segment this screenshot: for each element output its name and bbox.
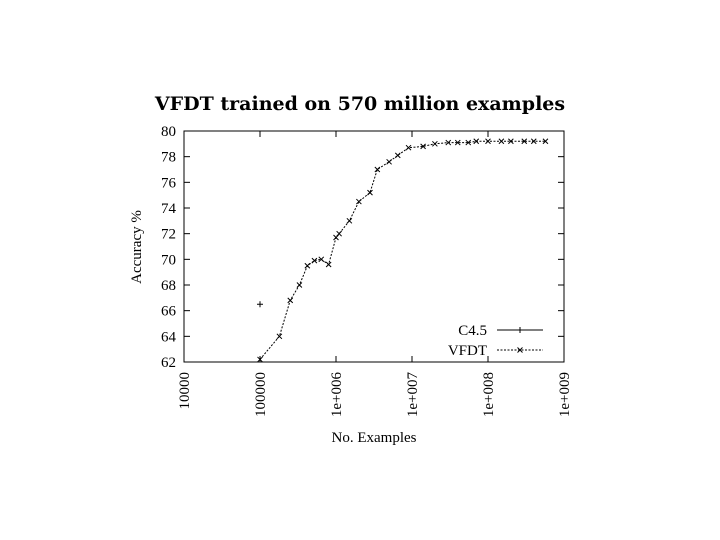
data-point-vfdt [465, 139, 472, 146]
data-point-vfdt [485, 138, 491, 145]
y-tick-label: 62 [161, 355, 176, 371]
y-tick-label: 70 [161, 252, 176, 268]
data-point-vfdt [374, 166, 381, 173]
data-point-c4-5 [257, 301, 263, 308]
x-tick-label: 100000 [253, 372, 269, 417]
data-point-vfdt [287, 297, 294, 304]
data-point-vfdt [473, 138, 480, 145]
data-point-vfdt [445, 139, 452, 146]
data-point-vfdt [386, 158, 392, 165]
y-tick-label: 68 [161, 278, 176, 294]
legend-marker-vfdt [517, 347, 523, 353]
y-tick-label: 80 [161, 124, 176, 140]
chart-title: VFDT trained on 570 million examples [154, 93, 565, 115]
y-tick-label: 66 [161, 304, 177, 320]
x-tick-label: 10000 [177, 372, 193, 410]
data-point-vfdt [521, 138, 528, 145]
data-point-vfdt [356, 198, 362, 205]
data-point-vfdt [498, 138, 505, 145]
data-point-vfdt [318, 256, 325, 263]
data-point-vfdt [304, 262, 311, 269]
data-point-vfdt [296, 282, 303, 288]
legend-label-vfdt: VFDT [448, 343, 487, 359]
data-point-vfdt [346, 217, 353, 224]
x-tick-label: 1e+008 [481, 372, 497, 417]
y-tick-label: 74 [161, 201, 177, 217]
data-point-vfdt [325, 261, 332, 268]
y-tick-label: 64 [161, 329, 177, 345]
data-point-vfdt [542, 138, 549, 145]
data-point-vfdt [432, 140, 438, 147]
x-tick-label: 1e+006 [329, 372, 345, 418]
x-tick-label: 1e+009 [557, 372, 573, 417]
x-tick-label: 1e+007 [405, 372, 421, 418]
series-c4-5 [257, 301, 263, 308]
x-axis: 10000 100000 1e+006 1e+007 1e+008 1e+009 [177, 131, 573, 417]
series-vfdt [257, 138, 549, 363]
y-tick-label: 72 [161, 227, 176, 243]
data-point-vfdt [454, 139, 461, 146]
y-axis-label: Accuracy % [129, 210, 145, 284]
data-point-vfdt [311, 257, 318, 264]
plot-frame [183, 130, 565, 363]
legend: C4.5 VFDT [448, 323, 543, 359]
y-axis: 62 64 66 68 70 72 74 76 78 80 [161, 124, 564, 371]
data-point-vfdt [405, 144, 412, 151]
y-tick-label: 76 [161, 175, 177, 191]
legend-label-c4-5: C4.5 [458, 323, 487, 339]
series-line-vfdt [259, 140, 546, 360]
data-point-vfdt [508, 138, 514, 145]
x-axis-label: No. Examples [332, 430, 417, 446]
data-point-vfdt [367, 189, 373, 196]
data-point-vfdt [336, 230, 342, 237]
legend-marker-c4-5 [517, 327, 523, 333]
data-point-vfdt [276, 333, 283, 340]
y-tick-label: 78 [161, 150, 176, 166]
data-point-vfdt [257, 356, 263, 363]
data-point-vfdt [530, 138, 537, 145]
data-point-vfdt [394, 152, 401, 159]
series-layer [257, 138, 549, 363]
data-point-vfdt [420, 143, 426, 150]
